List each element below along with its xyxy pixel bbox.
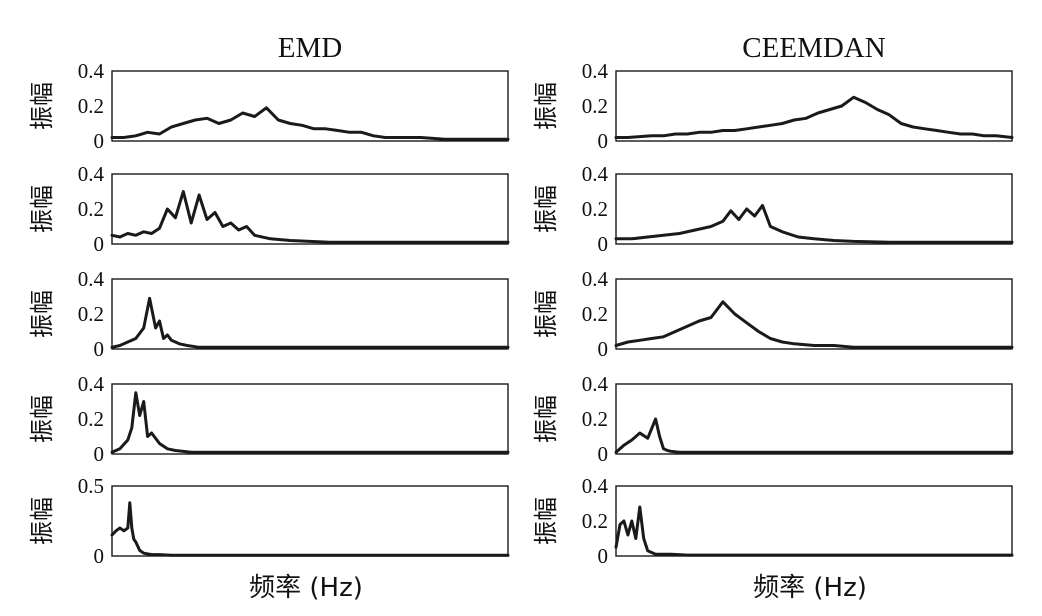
y-tick-label: 0 [598, 442, 609, 466]
y-tick-label: 0.4 [582, 267, 609, 291]
y-tick-label: 0 [94, 442, 105, 466]
series-line [110, 391, 510, 454]
y-tick-label: 0 [94, 129, 105, 153]
plot-frame [111, 383, 509, 455]
subplot-2: 0 0.2 0.4 振幅 CEEMDAN [532, 32, 1014, 153]
y-tick-label: 0.4 [78, 162, 105, 186]
y-axis-label: 振幅 [532, 185, 560, 233]
chart-title: CEEMDAN [742, 32, 885, 64]
y-axis-label: 振幅 [28, 82, 56, 130]
y-tick-label: 0.4 [78, 372, 105, 396]
y-tick-label: 0 [94, 337, 105, 361]
y-tick-label: 0.5 [78, 474, 104, 498]
y-tick-label: 0.4 [78, 59, 105, 83]
subplot-7: 0 0.2 0.4 振幅 [28, 372, 510, 466]
subplot-5: 0 0.2 0.4 振幅 [28, 267, 510, 361]
y-tick-label: 0 [94, 544, 105, 568]
y-axis-label: 振幅 [28, 185, 56, 233]
subplots: 0 0.2 0.4 振幅 EMD 0 0.2 0.4 振幅 CEEMDAN 0 0.2 0.4 振幅 0 0.… [28, 32, 1014, 603]
y-axis-label: 振幅 [28, 497, 56, 545]
x-axis-label: 频率 (Hz) [249, 573, 363, 603]
y-axis-label: 振幅 [532, 290, 560, 338]
y-tick-label: 0 [94, 232, 105, 256]
series-line [614, 505, 1014, 557]
y-axis-label: 振幅 [532, 497, 560, 545]
y-tick-label: 0.2 [78, 302, 104, 326]
y-axis-label: 振幅 [532, 395, 560, 443]
y-axis-label: 振幅 [28, 395, 56, 443]
y-tick-label: 0 [598, 232, 609, 256]
y-tick-label: 0.4 [582, 474, 609, 498]
x-axis-label: 频率 (Hz) [753, 573, 867, 603]
y-tick-label: 0 [598, 129, 609, 153]
plot-frame [615, 278, 1013, 350]
plot-frame [111, 278, 509, 350]
plot-frame [615, 485, 1013, 557]
series-line [614, 300, 1014, 349]
series-line [110, 106, 510, 141]
chart-title: EMD [278, 32, 342, 64]
y-tick-label: 0.4 [582, 372, 609, 396]
series-line [110, 296, 510, 349]
y-tick-label: 0.2 [78, 94, 104, 118]
y-tick-label: 0 [598, 337, 609, 361]
plot-frame [615, 70, 1013, 142]
series-line [110, 501, 510, 557]
subplot-6: 0 0.2 0.4 振幅 [532, 267, 1014, 361]
y-tick-label: 0.2 [582, 509, 608, 533]
y-tick-label: 0.2 [582, 94, 608, 118]
plot-frame [615, 383, 1013, 455]
y-tick-label: 0 [598, 544, 609, 568]
y-tick-label: 0.2 [78, 407, 104, 431]
subplot-1: 0 0.2 0.4 振幅 EMD [28, 32, 510, 153]
series-line [110, 190, 510, 244]
plot-frame [111, 70, 509, 142]
y-tick-label: 0.4 [582, 59, 609, 83]
y-tick-label: 0.4 [78, 267, 105, 291]
subplot-8: 0 0.2 0.4 振幅 [532, 372, 1014, 466]
y-tick-label: 0.2 [582, 407, 608, 431]
plot-frame [111, 485, 509, 557]
y-tick-label: 0.4 [582, 162, 609, 186]
y-axis-label: 振幅 [532, 82, 560, 130]
subplot-4: 0 0.2 0.4 振幅 [532, 162, 1014, 256]
series-line [614, 417, 1014, 454]
y-tick-label: 0.2 [582, 197, 608, 221]
series-line [614, 204, 1014, 244]
series-line [614, 95, 1014, 139]
subplot-3: 0 0.2 0.4 振幅 [28, 162, 510, 256]
y-tick-label: 0.2 [78, 197, 104, 221]
plot-frame [111, 173, 509, 245]
y-axis-label: 振幅 [28, 290, 56, 338]
y-tick-label: 0.2 [582, 302, 608, 326]
